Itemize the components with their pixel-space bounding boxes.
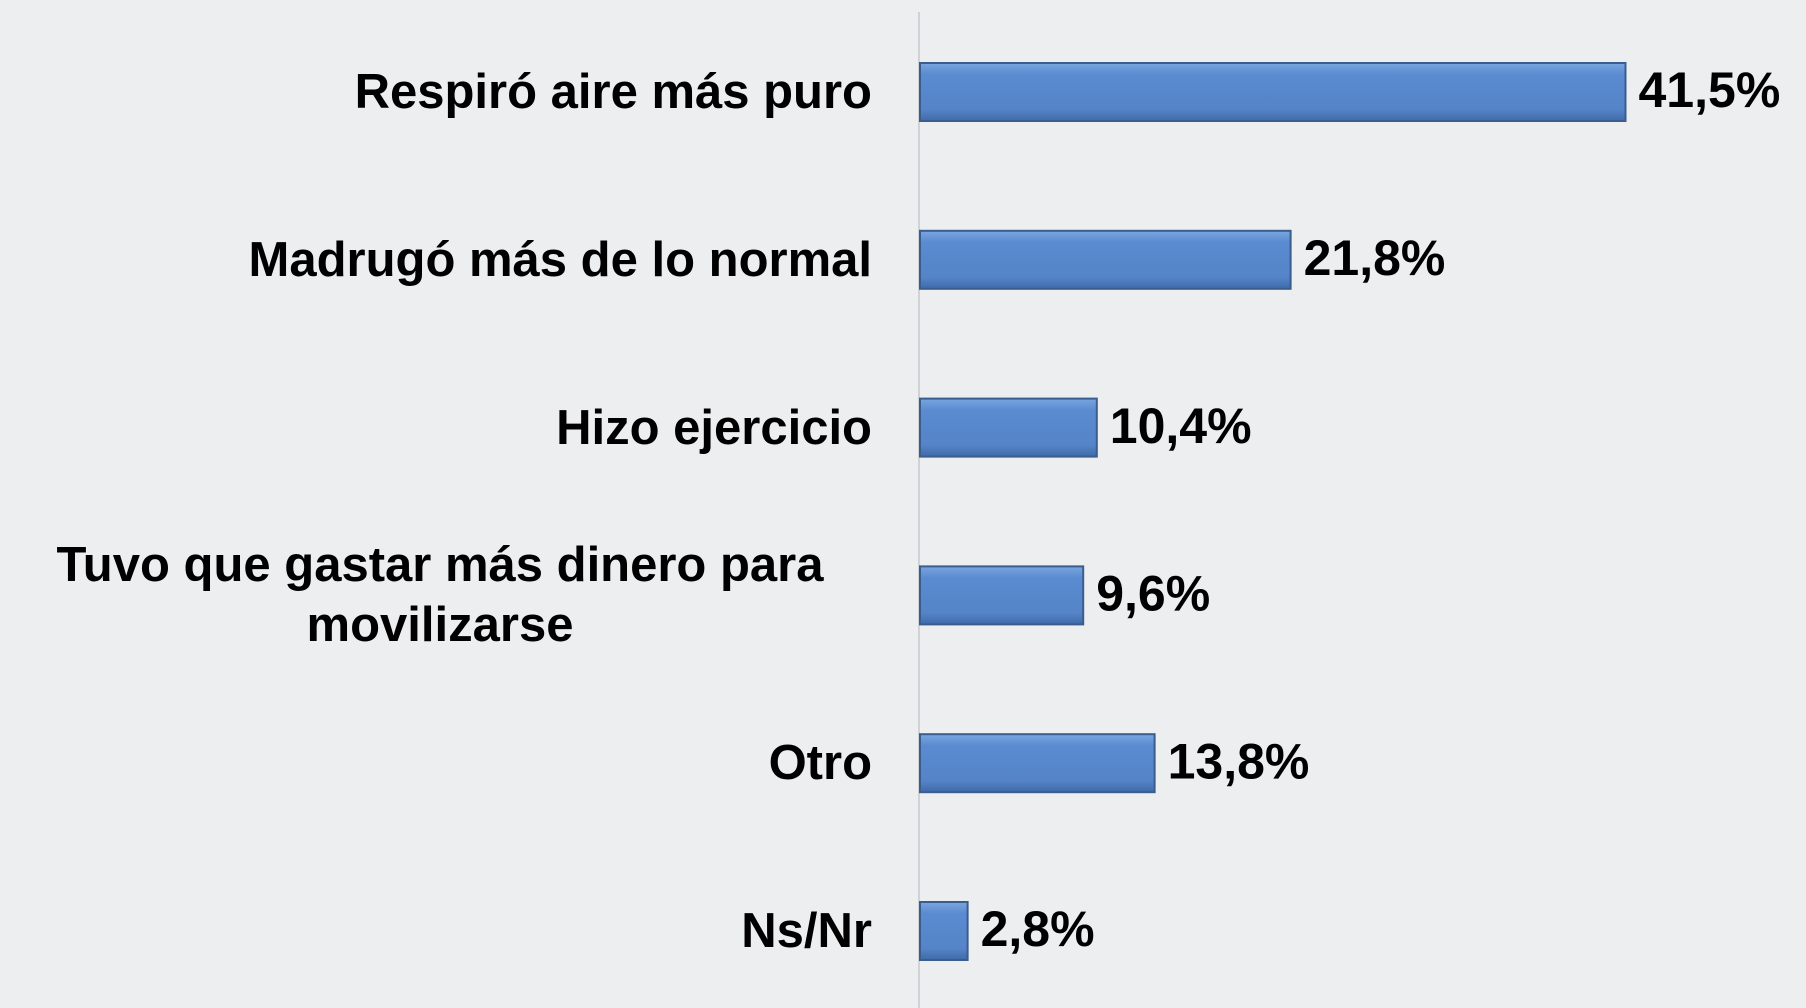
bar xyxy=(919,901,969,961)
value-label: 9,6% xyxy=(1096,566,1210,622)
value-label: 21,8% xyxy=(1304,230,1446,286)
category-label-box: Madrugó más de lo normal xyxy=(8,230,872,290)
category-label: Ns/Nr xyxy=(741,904,872,958)
value-label: 41,5% xyxy=(1639,62,1781,118)
category-label: Hizo ejercicio xyxy=(556,400,872,455)
category-label-box: Otro xyxy=(8,733,872,793)
value-label: 2,8% xyxy=(981,901,1095,957)
category-label: Tuvo que gastar más dinero para moviliza… xyxy=(56,538,824,653)
category-label-box: Hizo ejercicio xyxy=(8,398,872,458)
category-label-box: Respiró aire más puro xyxy=(8,62,872,122)
category-label: Madrugó más de lo normal xyxy=(248,232,872,287)
value-label: 13,8% xyxy=(1168,733,1310,789)
bar xyxy=(919,397,1098,458)
value-label: 10,4% xyxy=(1110,398,1252,454)
category-label-box: Ns/Nr xyxy=(8,901,872,961)
category-label-box: Tuvo que gastar más dinero para moviliza… xyxy=(8,535,872,655)
category-label: Respiró aire más puro xyxy=(354,65,872,119)
category-label: Otro xyxy=(768,736,872,791)
bar xyxy=(919,62,1627,122)
bar xyxy=(919,733,1156,794)
bar xyxy=(919,565,1085,626)
bar xyxy=(919,229,1292,290)
